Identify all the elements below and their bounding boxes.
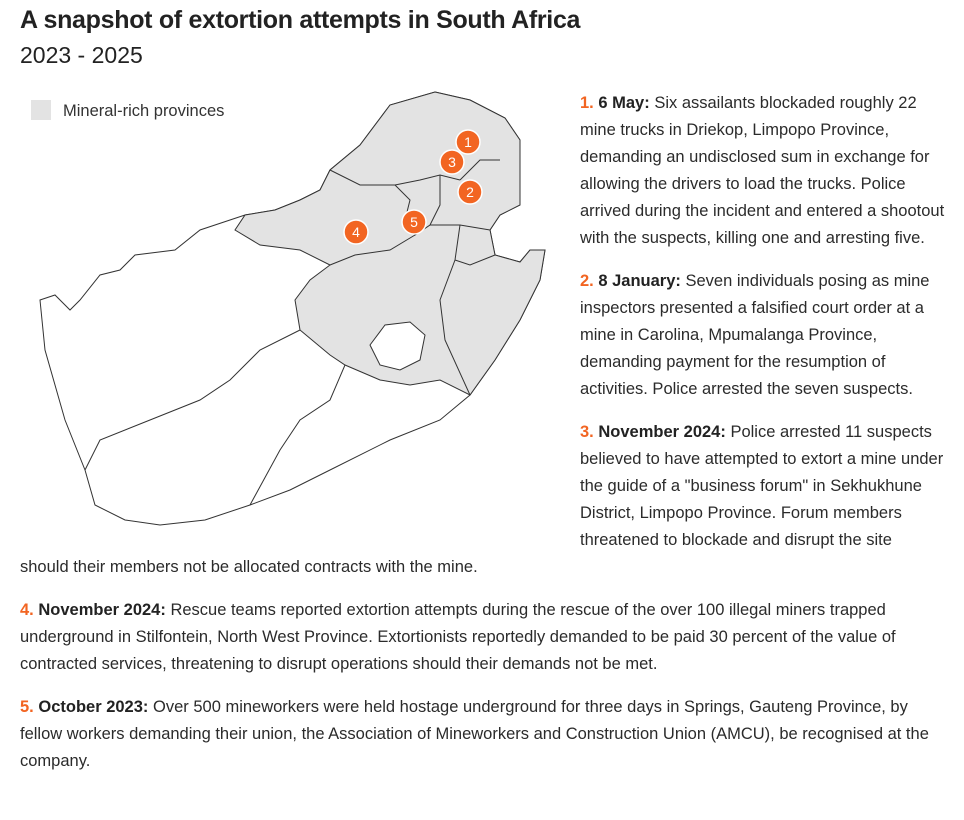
entry-date: 8 January: [598,272,681,290]
entry: 2. 8 January: Seven individuals posing a… [20,268,945,403]
marker [457,179,483,205]
entry-number: 2. [580,272,594,290]
marker [439,149,465,175]
subtitle: 2023 - 2025 [20,42,143,68]
marker-label: 2 [466,184,474,200]
lesotho [369,321,426,371]
entry-number: 5. [20,698,34,716]
legend-label: Mineral-rich provinces [63,102,224,120]
entry-date: November 2024: [38,601,166,619]
entry: 4. November 2024: Rescue teams reported … [20,597,945,678]
marker [343,219,369,245]
entry-text: Six assailants blockaded roughly 22 mine… [580,94,945,247]
entries: 1. 6 May: Six assailants blockaded rough… [20,90,945,775]
marker-label: 1 [464,134,472,150]
marker-label: 3 [448,154,456,170]
marker-label: 5 [410,214,418,230]
entry: 3. November 2024: Police arrested 11 sus… [20,419,945,581]
entry: 5. October 2023: Over 500 mineworkers we… [20,694,945,775]
entry-text: Rescue teams reported extortion attempts… [20,601,896,673]
entry-date: 6 May: [598,94,650,112]
marker [401,209,427,235]
legend-swatch [31,100,51,120]
entry-number: 1. [580,94,594,112]
entry-number: 3. [580,423,594,441]
marker-label: 4 [352,224,360,240]
entry-date: November 2024: [598,423,726,441]
mineral-provinces [234,91,546,396]
marker [455,129,481,155]
entry-number: 4. [20,601,34,619]
entry-date: October 2023: [38,698,149,716]
entry-text: Over 500 mineworkers were held hostage u… [20,698,929,770]
entry-text: Seven individuals posing as mine inspect… [580,272,930,398]
entry: 1. 6 May: Six assailants blockaded rough… [20,90,945,252]
province-borders [84,159,500,506]
title: A snapshot of extortion attempts in Sout… [20,6,581,34]
entry-text: Police arrested 11 suspects believed to … [20,423,944,576]
